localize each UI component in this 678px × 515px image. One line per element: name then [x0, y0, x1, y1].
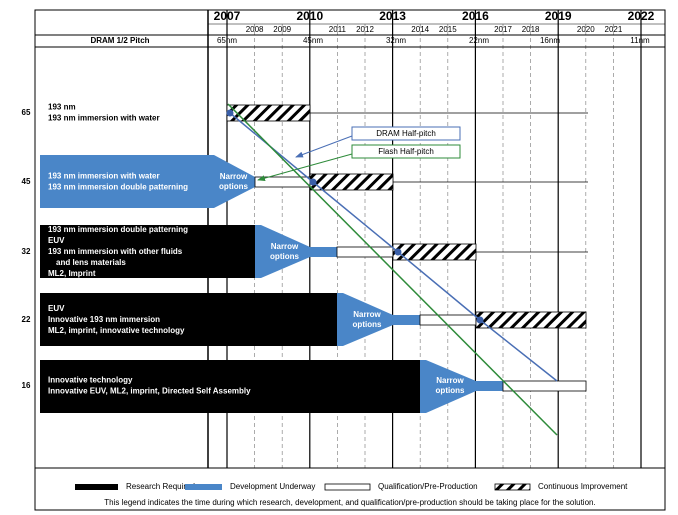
- legend-label: Qualification/Pre-Production: [378, 482, 478, 491]
- node-label: 32nm: [386, 36, 406, 45]
- minor-year-label: 2009: [273, 25, 291, 34]
- row-label: 32: [22, 247, 31, 256]
- row-text: and lens materials: [56, 258, 126, 267]
- qualification-bar: [336, 246, 394, 258]
- node-dot: [309, 178, 317, 186]
- year-label: 2019: [545, 9, 572, 23]
- callout-box: [351, 126, 461, 141]
- improvement-bar: [392, 243, 477, 261]
- node-dot: [476, 316, 484, 324]
- row-text: 193 nm immersion double patterning: [48, 183, 188, 192]
- minor-year-label: 2015: [439, 25, 457, 34]
- development-bar: [476, 381, 503, 391]
- node-dot: [394, 248, 402, 256]
- row-text: Innovative technology: [48, 376, 133, 385]
- year-label: 2016: [462, 9, 489, 23]
- callout-box: [351, 144, 461, 159]
- legend-swatch: [324, 483, 371, 491]
- row-text: 193 nm immersion with other fluids: [48, 247, 183, 256]
- row-label: 22: [22, 315, 31, 324]
- options-label: options: [270, 252, 299, 261]
- improvement-bar: [309, 173, 394, 191]
- minor-year-label: 2011: [329, 25, 347, 34]
- callout-arrow: [295, 135, 353, 158]
- legend-label: Research Required: [126, 482, 195, 491]
- row-text: EUV: [48, 236, 65, 245]
- row-text: 193 nm immersion with water: [48, 114, 160, 123]
- row-text: EUV: [48, 304, 65, 313]
- row-label: 16: [22, 381, 31, 390]
- callout-text: DRAM Half-pitch: [376, 129, 436, 138]
- row-text: ML2, imprint, innovative technology: [48, 326, 185, 335]
- row-text: ML2, Imprint: [48, 269, 96, 278]
- narrow-options: [337, 293, 393, 346]
- qualification-bar: [502, 380, 587, 392]
- qualification-bar: [419, 314, 477, 326]
- row-label: 65: [22, 108, 31, 117]
- options-label: options: [436, 386, 465, 395]
- row-text: 193 nm immersion with water: [48, 172, 160, 181]
- improvement-bar: [475, 311, 587, 329]
- callout-text: Flash Half-pitch: [378, 147, 434, 156]
- legend-swatch: [75, 484, 118, 490]
- narrow-options: [255, 225, 310, 278]
- research-box: [40, 225, 255, 278]
- minor-year-label: 2018: [522, 25, 540, 34]
- options-label: Narrow: [436, 376, 464, 385]
- node-label: 45nm: [303, 36, 323, 45]
- legend-swatch: [494, 483, 531, 491]
- minor-year-label: 2014: [411, 25, 429, 34]
- development-bar: [310, 247, 337, 257]
- minor-year-label: 2020: [577, 25, 595, 34]
- callout-arrow: [257, 153, 353, 182]
- legend-label: Development Underway: [230, 482, 315, 491]
- node-label: 11nm: [630, 36, 650, 45]
- legend-swatch: [185, 484, 222, 490]
- legend-note: This legend indicates the time during wh…: [104, 498, 595, 507]
- year-label: 2022: [628, 9, 655, 23]
- minor-year-label: 2012: [356, 25, 374, 34]
- row-text: 193 nm immersion double patterning: [48, 225, 188, 234]
- options-label: options: [353, 320, 382, 329]
- options-label: Narrow: [353, 310, 381, 319]
- options-label: Narrow: [271, 242, 299, 251]
- node-dot: [226, 109, 234, 117]
- year-label: 2007: [214, 9, 241, 23]
- row-label: 45: [22, 177, 31, 186]
- row-text: 193 nm: [48, 103, 76, 112]
- minor-year-label: 2008: [246, 25, 264, 34]
- pitch-label: DRAM 1/2 Pitch: [90, 36, 149, 45]
- flash-half-pitch-line: [227, 103, 558, 436]
- year-label: 2010: [296, 9, 323, 23]
- narrow-options: [208, 155, 255, 208]
- improvement-bar: [226, 104, 311, 122]
- node-label: 16nm: [540, 36, 560, 45]
- research-box: [40, 360, 420, 413]
- development-bar: [393, 315, 420, 325]
- research-box: [40, 293, 337, 346]
- research-box: [40, 155, 208, 208]
- node-label: 65nm: [217, 36, 237, 45]
- minor-year-label: 2017: [494, 25, 512, 34]
- narrow-options: [420, 360, 476, 413]
- year-label: 2013: [379, 9, 406, 23]
- row-text: Innovative 193 nm immersion: [48, 315, 160, 324]
- node-label: 22nm: [469, 36, 489, 45]
- legend-label: Continuous Improvement: [538, 482, 628, 491]
- options-label: options: [219, 182, 248, 191]
- minor-year-label: 2021: [605, 25, 623, 34]
- row-text: Innovative EUV, ML2, imprint, Directed S…: [48, 387, 251, 396]
- options-label: Narrow: [220, 172, 248, 181]
